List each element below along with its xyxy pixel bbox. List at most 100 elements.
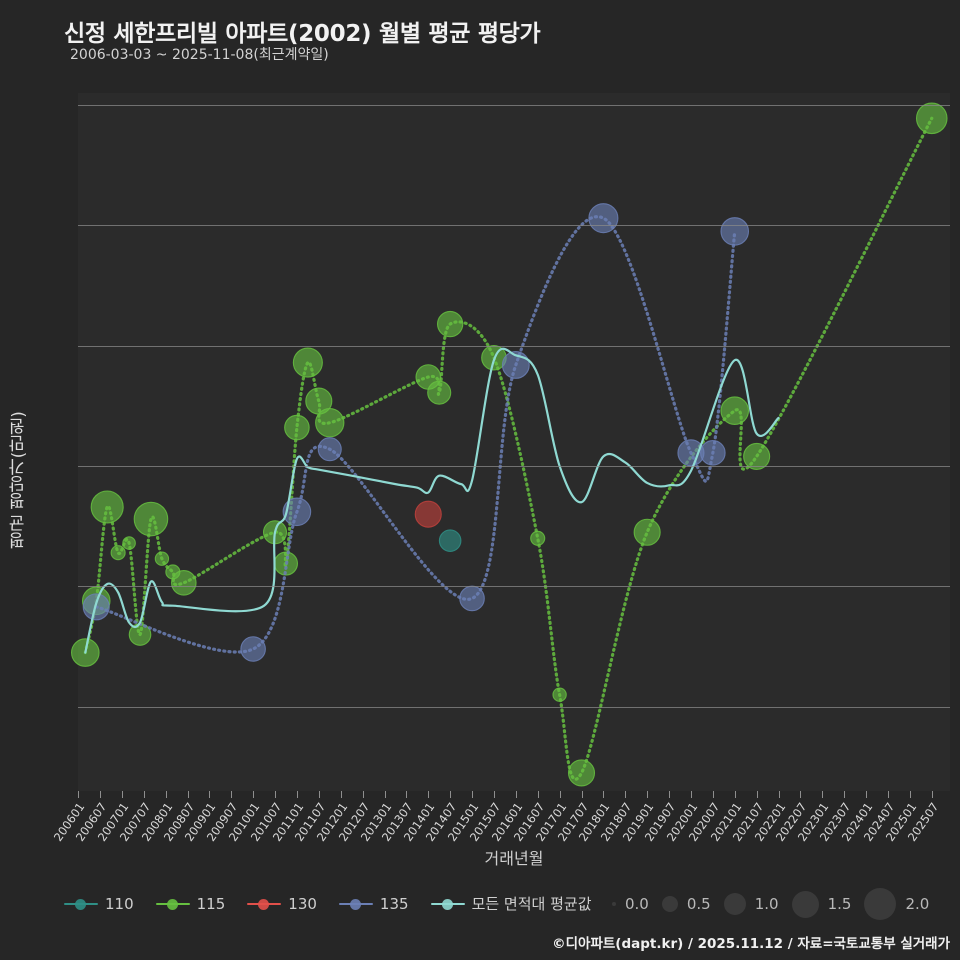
x-tick-mark bbox=[669, 791, 671, 798]
data-point[interactable] bbox=[282, 497, 312, 527]
size-legend-bubble-icon bbox=[791, 890, 819, 918]
plot-area bbox=[71, 93, 950, 791]
series-line-dotted bbox=[83, 116, 934, 781]
size-legend-label: 2.0 bbox=[905, 895, 930, 913]
x-tick-mark bbox=[318, 791, 320, 798]
legend-label: 110 bbox=[105, 894, 134, 913]
x-tick-mark bbox=[340, 791, 342, 798]
data-point[interactable] bbox=[90, 490, 124, 524]
data-point[interactable] bbox=[720, 396, 750, 426]
x-tick-mark bbox=[734, 791, 736, 798]
x-tick-mark bbox=[888, 791, 889, 798]
data-point[interactable] bbox=[133, 501, 169, 537]
legend-swatch-icon bbox=[247, 896, 282, 912]
legend-label: 130 bbox=[288, 894, 317, 913]
x-tick-mark bbox=[756, 791, 758, 798]
x-tick-mark bbox=[559, 791, 561, 798]
x-tick-mark bbox=[99, 791, 101, 798]
x-tick-mark bbox=[647, 791, 649, 798]
gridline bbox=[78, 586, 950, 588]
legend-label: 135 bbox=[379, 894, 409, 913]
data-point[interactable] bbox=[427, 380, 452, 405]
data-point[interactable] bbox=[567, 759, 596, 787]
x-tick-mark bbox=[362, 791, 364, 798]
size-legend-label: 1.5 bbox=[827, 895, 852, 913]
size-legend-item: 1.5 bbox=[791, 890, 852, 918]
y-axis-title-wrap: 평균 평당가(만원) bbox=[6, 411, 31, 549]
data-point[interactable] bbox=[530, 530, 546, 546]
data-point[interactable] bbox=[292, 347, 323, 378]
data-point[interactable] bbox=[588, 203, 619, 234]
x-tick-mark bbox=[800, 791, 802, 798]
x-tick-mark bbox=[691, 791, 692, 798]
x-tick-mark bbox=[143, 791, 145, 798]
gridline bbox=[78, 466, 950, 468]
legend-item-115[interactable]: 115 bbox=[155, 895, 225, 913]
legend-swatch-icon bbox=[338, 896, 373, 912]
size-legend-item: 0.0 bbox=[612, 895, 649, 913]
series-layer bbox=[71, 102, 948, 787]
data-point[interactable] bbox=[414, 500, 442, 528]
size-legend-bubble-icon bbox=[723, 893, 746, 915]
legend-item-모든 면적대 평균값[interactable]: 모든 면적대 평균값 bbox=[430, 893, 592, 914]
x-tick-mark bbox=[603, 791, 605, 798]
x-tick-mark bbox=[78, 791, 79, 798]
x-tick-mark bbox=[866, 791, 868, 798]
size-legend-bubble-icon bbox=[864, 888, 897, 920]
data-point[interactable] bbox=[700, 440, 726, 466]
series-130 bbox=[414, 500, 442, 528]
data-point[interactable] bbox=[284, 414, 310, 441]
data-point[interactable] bbox=[436, 310, 464, 338]
x-tick-mark bbox=[712, 791, 714, 798]
x-tick-mark bbox=[515, 791, 517, 798]
legend-item-130[interactable]: 130 bbox=[247, 895, 317, 913]
x-tick-mark bbox=[428, 791, 430, 798]
size-legend: 0.0 0.5 1.0 1.5 2.0 bbox=[612, 888, 942, 920]
x-tick-mark bbox=[625, 791, 627, 798]
x-tick-mark bbox=[384, 791, 386, 798]
size-legend-bubble-icon bbox=[612, 902, 616, 906]
data-point[interactable] bbox=[633, 518, 661, 546]
data-point[interactable] bbox=[110, 545, 126, 561]
x-tick-mark bbox=[822, 791, 824, 798]
legend-swatch-icon bbox=[64, 896, 98, 912]
size-legend-item: 0.5 bbox=[661, 895, 711, 913]
data-point[interactable] bbox=[438, 529, 462, 552]
gridline bbox=[78, 345, 950, 347]
legend-item-135[interactable]: 135 bbox=[338, 894, 409, 913]
data-point[interactable] bbox=[552, 687, 567, 702]
legend-label: 모든 면적대 평균값 bbox=[471, 895, 592, 913]
gridline bbox=[78, 225, 950, 227]
series-모든 면적대 평균값 bbox=[84, 347, 780, 654]
x-tick-mark bbox=[778, 791, 780, 798]
size-legend-item: 2.0 bbox=[864, 888, 929, 920]
size-legend-bubble-icon bbox=[661, 896, 678, 912]
size-legend-label: 1.0 bbox=[754, 895, 779, 913]
x-tick-mark bbox=[187, 791, 189, 798]
x-tick-mark bbox=[493, 791, 495, 798]
data-point[interactable] bbox=[317, 437, 342, 462]
data-point[interactable] bbox=[720, 217, 750, 246]
x-axis-title: 거래년월 bbox=[484, 849, 544, 868]
data-point[interactable] bbox=[459, 585, 485, 612]
footer-credit: ©디아파트(dapt.kr) / 2025.11.12 / 자료=국토교통부 실… bbox=[552, 936, 950, 952]
data-point[interactable] bbox=[315, 408, 345, 438]
y-axis-title: 평균 평당가(만원) bbox=[9, 411, 29, 549]
x-tick-mark bbox=[165, 791, 167, 798]
x-tick-mark bbox=[209, 791, 211, 798]
x-tick-mark bbox=[931, 791, 933, 798]
data-point[interactable] bbox=[122, 536, 136, 550]
x-tick-mark bbox=[296, 791, 298, 798]
gridline bbox=[78, 105, 950, 106]
data-point[interactable] bbox=[915, 102, 948, 135]
legend-swatch-icon bbox=[155, 896, 190, 912]
x-tick-mark bbox=[450, 791, 452, 798]
legend-item-110[interactable]: 110 bbox=[64, 895, 134, 913]
data-point[interactable] bbox=[743, 442, 771, 470]
avg-line bbox=[84, 347, 780, 654]
data-point[interactable] bbox=[171, 569, 197, 596]
data-point[interactable] bbox=[154, 551, 170, 566]
page-title: 신정 세한프리빌 아파트(2002) 월별 평균 평당가 bbox=[64, 21, 541, 47]
data-point[interactable] bbox=[240, 636, 266, 662]
